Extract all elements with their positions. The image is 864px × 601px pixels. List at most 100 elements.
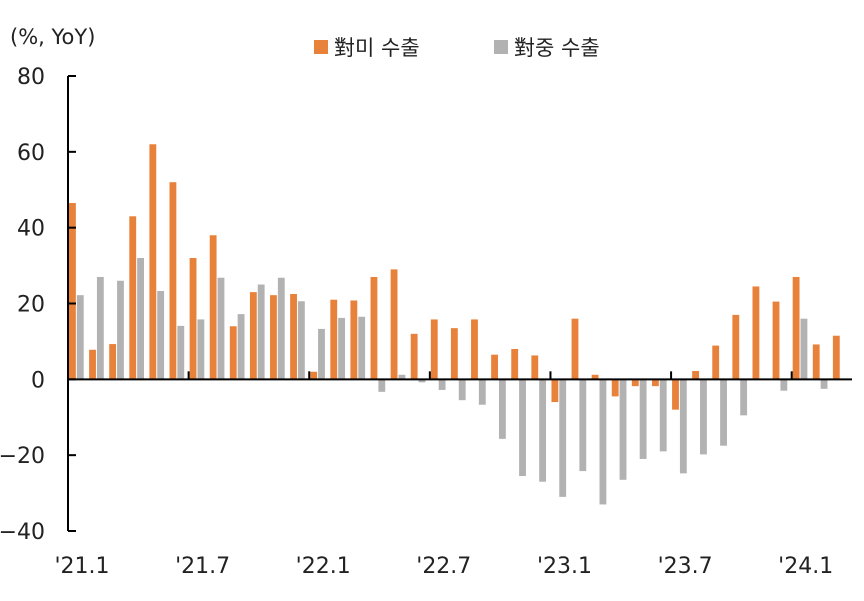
legend-swatch-us — [314, 40, 328, 54]
bar-china-29 — [659, 379, 667, 452]
bar-china-0 — [76, 295, 84, 380]
bar-china-6 — [197, 319, 205, 380]
bar-us-6 — [189, 258, 197, 380]
bar-china-13 — [338, 317, 346, 380]
legend: 對미 수출 對중 수출 — [314, 36, 600, 60]
bar-china-27 — [619, 379, 627, 480]
y-tick-label: −40 — [0, 520, 45, 545]
bar-us-37 — [812, 344, 820, 380]
bar-us-17 — [410, 333, 418, 380]
bar-china-36 — [800, 318, 808, 380]
bar-china-26 — [599, 379, 607, 505]
bar-china-25 — [579, 379, 587, 472]
bar-china-19 — [458, 379, 466, 401]
bar-china-28 — [639, 379, 647, 459]
bar-us-0 — [69, 203, 76, 380]
bar-us-22 — [511, 349, 519, 380]
bar-us-10 — [270, 295, 277, 380]
y-unit-label: (%, YoY) — [10, 25, 95, 49]
bar-us-7 — [209, 235, 217, 380]
bar-us-15 — [370, 276, 378, 380]
bar-us-33 — [732, 314, 740, 380]
bar-china-3 — [137, 258, 144, 380]
y-tick-label: 60 — [17, 141, 45, 166]
bar-china-20 — [478, 379, 486, 405]
bar-us-38 — [832, 335, 840, 380]
bar-us-8 — [229, 326, 237, 380]
bar-us-3 — [129, 216, 137, 380]
bar-china-4 — [157, 290, 165, 380]
bar-us-5 — [169, 182, 177, 380]
axes-layer — [67, 75, 852, 532]
y-tick-label: 0 — [31, 368, 45, 393]
x-tick-label: '22.7 — [416, 554, 471, 579]
bar-china-7 — [217, 277, 225, 380]
x-tick-label: '23.1 — [537, 554, 592, 579]
bar-us-36 — [792, 276, 800, 380]
bar-china-17 — [418, 379, 426, 383]
x-tick-label: '21.1 — [54, 554, 109, 579]
bars-layer — [69, 144, 840, 505]
legend-label-us: 對미 수출 — [334, 36, 420, 60]
bar-us-9 — [249, 292, 257, 380]
bar-china-16 — [398, 374, 406, 380]
bar-us-1 — [89, 349, 96, 380]
bar-us-11 — [290, 294, 297, 380]
bar-china-11 — [297, 301, 305, 380]
legend-label-china: 對중 수출 — [514, 36, 600, 60]
y-tick-label: 80 — [17, 65, 45, 90]
bar-us-25 — [571, 318, 579, 380]
bar-china-12 — [318, 328, 325, 380]
y-tick-label: −20 — [0, 444, 45, 469]
bar-us-23 — [531, 355, 539, 380]
bar-us-34 — [752, 286, 760, 380]
bar-china-2 — [117, 280, 124, 380]
bar-china-24 — [559, 379, 567, 497]
bar-china-35 — [780, 379, 788, 391]
y-tick-label: 40 — [17, 217, 45, 242]
bar-us-18 — [430, 319, 438, 380]
bar-us-24 — [551, 379, 559, 403]
bar-china-23 — [539, 379, 547, 482]
bar-us-32 — [712, 345, 720, 380]
y-tick-label: 20 — [17, 293, 45, 318]
bar-us-4 — [149, 144, 157, 380]
bar-china-10 — [277, 277, 285, 380]
x-tick-labels: '21.1 '21.7 '22.1 '22.7 '23.1 '23.7 '24.1 — [54, 554, 833, 579]
bar-us-31 — [692, 370, 700, 380]
bar-us-30 — [672, 379, 679, 410]
bar-china-15 — [378, 379, 386, 392]
bar-china-5 — [177, 325, 185, 380]
bar-china-31 — [700, 379, 707, 455]
x-tick-label: '22.1 — [296, 554, 351, 579]
bar-china-14 — [358, 316, 366, 380]
bar-us-12 — [310, 371, 318, 380]
bar-china-18 — [438, 379, 446, 390]
bar-us-2 — [109, 344, 117, 380]
bar-us-14 — [350, 300, 358, 380]
bar-china-1 — [96, 276, 104, 380]
bar-china-33 — [740, 379, 748, 416]
bar-china-8 — [237, 314, 245, 380]
bar-us-35 — [772, 301, 780, 380]
bar-us-19 — [450, 328, 458, 380]
bar-us-20 — [471, 319, 478, 380]
bar-china-21 — [498, 379, 506, 439]
y-tick-labels: 80 60 40 20 0 −20 −40 — [0, 65, 45, 545]
bar-us-29 — [651, 379, 659, 387]
x-tick-label: '23.7 — [658, 554, 713, 579]
bar-us-21 — [491, 354, 498, 380]
bar-china-30 — [679, 379, 687, 474]
bar-us-13 — [330, 299, 338, 380]
legend-swatch-china — [494, 40, 508, 54]
bar-china-37 — [820, 379, 828, 389]
bar-us-16 — [390, 269, 398, 380]
x-tick-label: '21.7 — [175, 554, 230, 579]
bar-china-22 — [519, 379, 526, 477]
bar-us-27 — [611, 379, 619, 397]
bar-us-26 — [591, 374, 599, 380]
x-tick-label: '24.1 — [778, 554, 833, 579]
bar-china-9 — [257, 284, 265, 380]
bar-china-32 — [720, 379, 727, 446]
